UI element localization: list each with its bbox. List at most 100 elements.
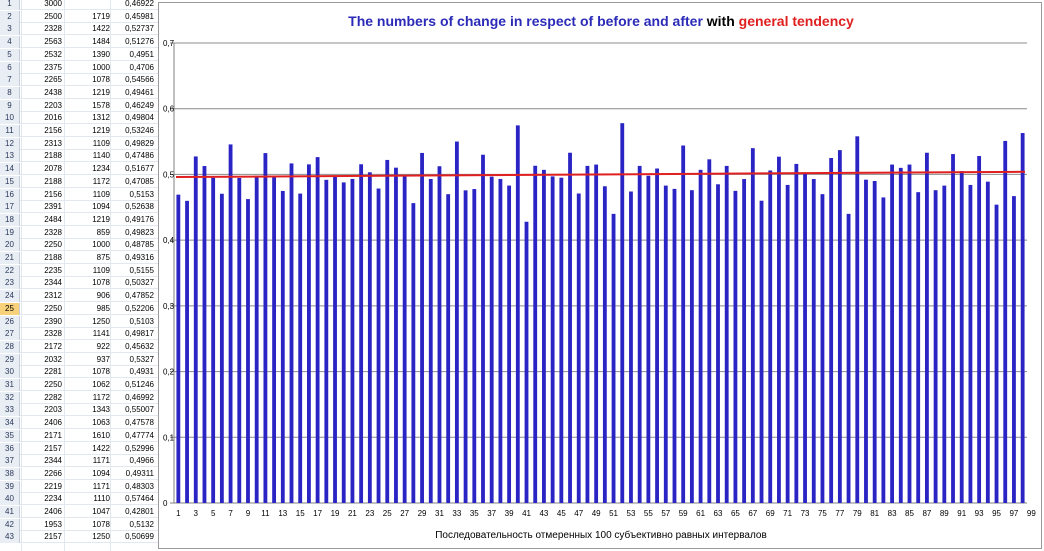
cell-before[interactable]: 2328 [44,227,62,237]
row-header[interactable]: 12 [0,137,20,150]
cell-before[interactable]: 2266 [44,468,62,478]
sheet-row[interactable]: 8 2438 1219 0,49461 [0,86,160,99]
cell-before[interactable]: 2563 [44,37,62,47]
cell-after[interactable]: 1078 [92,367,110,377]
cell-before[interactable]: 2313 [44,138,62,148]
cell-after[interactable]: 1094 [92,202,110,212]
cell-after[interactable]: 1343 [92,405,110,415]
cell-before[interactable]: 2500 [44,11,62,21]
cell-after[interactable]: 875 [96,253,110,262]
row-header[interactable]: 7 [0,74,20,87]
sheet-row[interactable]: 14 2078 1234 0,51677 [0,163,160,176]
cell-after[interactable]: 859 [96,227,110,237]
cell-before[interactable]: 2406 [44,418,62,428]
row-header[interactable]: 33 [0,404,20,417]
row-header[interactable]: 16 [0,188,20,201]
cell-after[interactable]: 1000 [92,62,110,72]
cell-before[interactable]: 2250 [44,380,62,389]
cell-before[interactable]: 2438 [44,87,62,97]
cell-before[interactable]: 2172 [44,341,62,351]
cell-ratio[interactable]: 0,46992 [125,392,154,402]
cell-after[interactable]: 922 [96,341,110,351]
cell-after[interactable]: 1062 [92,380,110,389]
sheet-row[interactable]: 10 2016 1312 0,49804 [0,112,160,125]
sheet-row[interactable]: 43 2157 1250 0,50699 [0,531,160,544]
sheet-row[interactable]: 3 2328 1422 0,52737 [0,23,160,36]
sheet-row[interactable]: 37 2344 1171 0,4966 [0,455,160,468]
cell-ratio[interactable]: 0,5132 [129,519,154,529]
cell-ratio[interactable]: 0,52206 [125,303,154,313]
sheet-row[interactable]: 6 2375 1000 0,4706 [0,61,160,74]
sheet-row[interactable]: 13 2188 1140 0,47486 [0,150,160,163]
cell-ratio[interactable]: 0,51246 [125,380,154,389]
cell-ratio[interactable]: 0,47774 [125,430,154,440]
cell-after[interactable]: 1234 [92,164,110,174]
cell-after[interactable]: 1390 [92,49,110,59]
row-header[interactable]: 28 [0,340,20,353]
sheet-row[interactable]: 1 3000 0,46922 [0,0,160,10]
cell-ratio[interactable]: 0,47085 [125,176,154,186]
cell-before[interactable]: 2235 [44,265,62,275]
row-header[interactable]: 14 [0,163,20,176]
cell-ratio[interactable]: 0,54566 [125,75,154,85]
sheet-row[interactable]: 21 2188 875 0,49316 [0,252,160,264]
cell-ratio[interactable]: 0,46922 [125,0,154,8]
cell-before[interactable]: 2250 [44,303,62,313]
row-header[interactable]: 36 [0,442,20,455]
sheet-row[interactable]: 38 2266 1094 0,49311 [0,467,160,480]
cell-after[interactable]: 1171 [92,481,110,491]
row-header[interactable]: 17 [0,201,20,214]
cell-ratio[interactable]: 0,49461 [125,87,154,97]
cell-after[interactable]: 1109 [92,189,110,199]
cell-after[interactable]: 985 [96,303,110,313]
cell-ratio[interactable]: 0,42801 [125,507,154,516]
row-header[interactable]: 22 [0,264,20,277]
row-header[interactable]: 30 [0,366,20,379]
cell-ratio[interactable]: 0,47578 [125,418,154,428]
row-header[interactable]: 27 [0,328,20,341]
cell-after[interactable]: 1578 [92,100,110,110]
cell-ratio[interactable]: 0,4951 [129,49,154,59]
sheet-row[interactable]: 42 1953 1078 0,5132 [0,518,160,531]
cell-before[interactable]: 2219 [44,481,62,491]
cell-after[interactable]: 1047 [92,507,110,516]
row-header[interactable]: 31 [0,379,20,391]
sheet-row[interactable]: 35 2171 1610 0,47774 [0,429,160,442]
cell-before[interactable]: 2203 [44,100,62,110]
cell-after[interactable]: 1422 [92,443,110,453]
cell-after[interactable]: 1172 [92,176,110,186]
cell-before[interactable]: 2344 [44,456,62,466]
row-header[interactable]: 9 [0,99,20,112]
cell-before[interactable]: 2032 [44,354,62,364]
sheet-row[interactable]: 34 2406 1063 0,47578 [0,417,160,430]
sheet-row[interactable]: 33 2203 1343 0,55007 [0,404,160,417]
chart-area[interactable]: The numbers of change in respect of befo… [158,2,1042,549]
row-header[interactable]: 18 [0,213,20,226]
cell-ratio[interactable]: 0,4706 [129,62,154,72]
sheet-row[interactable]: 19 2328 859 0,49823 [0,226,160,239]
cell-after[interactable]: 1078 [92,278,110,288]
row-header[interactable]: 32 [0,391,20,404]
cell-ratio[interactable]: 0,52996 [125,443,154,453]
cell-after[interactable]: 1719 [92,11,110,21]
cell-before[interactable]: 3000 [44,0,62,8]
cell-after[interactable]: 1219 [92,214,110,224]
cell-before[interactable]: 2391 [44,202,62,212]
sheet-row[interactable]: 17 2391 1094 0,52638 [0,201,160,214]
row-header[interactable]: 4 [0,36,20,49]
cell-ratio[interactable]: 0,46249 [125,100,154,110]
row-header[interactable]: 15 [0,175,20,188]
cell-ratio[interactable]: 0,5327 [129,354,154,364]
cell-after[interactable]: 1141 [92,329,110,339]
sheet-row[interactable]: 18 2484 1219 0,49176 [0,213,160,226]
sheet-row[interactable]: 9 2203 1578 0,46249 [0,99,160,112]
cell-before[interactable]: 2234 [44,494,62,504]
cell-ratio[interactable]: 0,52737 [125,24,154,34]
cell-before[interactable]: 2188 [44,253,62,262]
cell-before[interactable]: 2375 [44,62,62,72]
sheet-row[interactable]: 24 2312 906 0,47852 [0,290,160,303]
cell-ratio[interactable]: 0,57464 [125,494,154,504]
cell-before[interactable]: 2281 [44,367,62,377]
cell-ratio[interactable]: 0,49316 [125,253,154,262]
cell-after[interactable]: 1219 [92,126,110,135]
